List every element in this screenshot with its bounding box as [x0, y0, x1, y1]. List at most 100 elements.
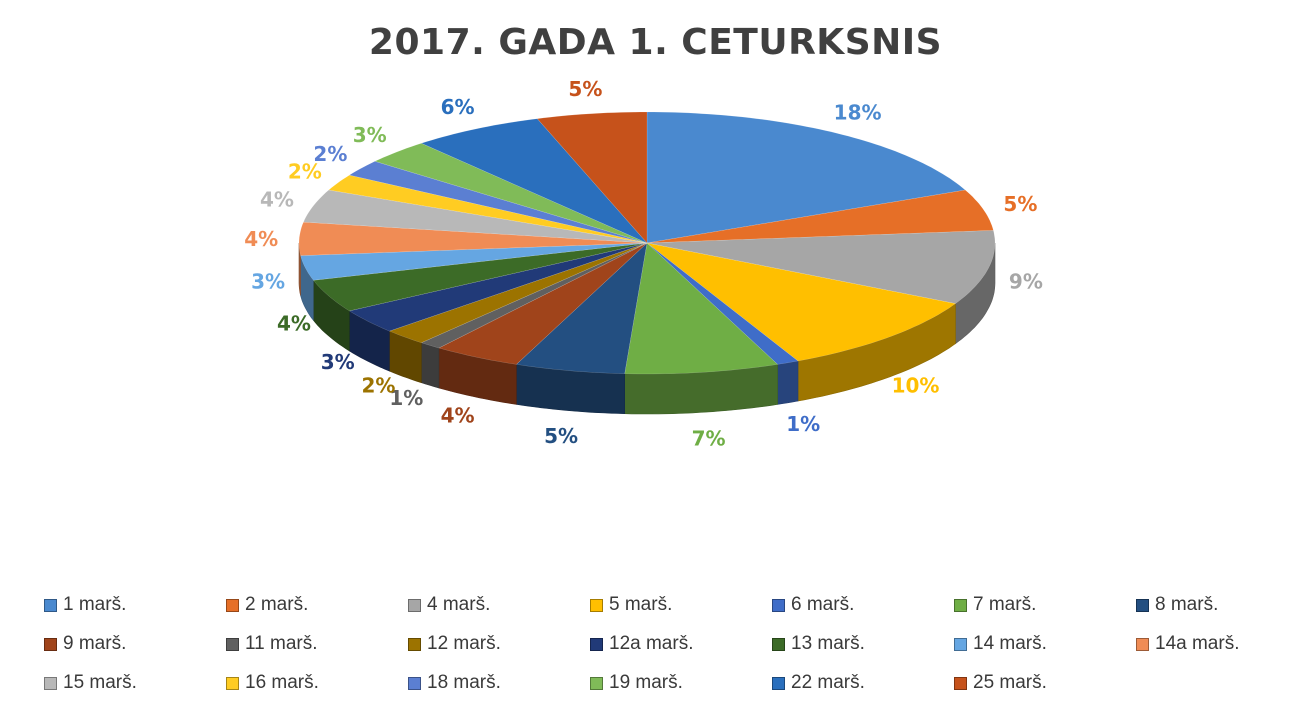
legend-label: 12a marš. [609, 633, 694, 654]
legend-swatch [44, 676, 57, 690]
legend-item: 15 marš. [44, 672, 137, 694]
legend-item: 11 marš. [226, 633, 318, 655]
pie-label-18-mar: 2% [313, 142, 347, 166]
legend-swatch [226, 637, 239, 651]
legend-label: 7 marš. [973, 594, 1037, 615]
pie-slice-2-mar [646, 189, 994, 244]
legend-item: 6 marš. [772, 594, 854, 616]
legend-item: 5 marš. [590, 594, 672, 616]
legend-item: 9 marš. [44, 633, 126, 655]
legend-label: 19 marš. [609, 672, 683, 693]
pie-slice-14a-mar [298, 221, 648, 256]
legend-item: 18 marš. [408, 672, 501, 694]
legend-swatch [226, 598, 239, 612]
pie-label-13-mar: 4% [277, 312, 311, 336]
legend-label: 5 marš. [609, 594, 673, 615]
legend-swatch [590, 637, 603, 651]
pie-label-14-mar: 3% [251, 270, 285, 294]
pie-label-6-mar: 1% [786, 412, 820, 436]
pie-slice-14-mar [300, 242, 648, 281]
legend-swatch [954, 598, 967, 612]
legend-label: 22 marš. [791, 672, 865, 693]
legend-label: 9 marš. [63, 633, 127, 654]
legend-item: 12 marš. [408, 633, 501, 655]
legend-swatch [44, 637, 57, 651]
legend-swatch [772, 637, 785, 651]
legend-swatch [954, 637, 967, 651]
pie-label-14a-mar: 4% [244, 227, 278, 251]
legend-swatch [408, 598, 421, 612]
legend-label: 14 marš. [973, 633, 1047, 654]
legend-label: 14a marš. [1155, 633, 1240, 654]
legend-item: 19 marš. [590, 672, 683, 694]
pie-slice-1-mar [646, 111, 966, 244]
pie-slice-16-mar [328, 174, 648, 244]
legend-item: 16 marš. [226, 672, 319, 694]
legend-swatch [226, 676, 239, 690]
pie-chart: 18%5%9%10%1%7%5%4%1%2%3%4%3%4%4%2%2%3%6%… [244, 77, 1043, 451]
pie-slice-13-mar [312, 242, 648, 312]
legend-swatch [590, 676, 603, 690]
legend-label: 13 marš. [791, 633, 865, 654]
legend-label: 1 marš. [63, 594, 127, 615]
pie-label-4-mar: 9% [1009, 270, 1043, 294]
legend-swatch [1136, 598, 1149, 612]
pie-slice-19-mar [374, 143, 648, 244]
pie-label-1-mar: 18% [834, 100, 882, 124]
legend-swatch [1136, 637, 1149, 651]
legend-swatch [772, 676, 785, 690]
pie-label-5-mar: 10% [892, 374, 940, 398]
pie-slice-25-mar [536, 111, 648, 244]
pie-slice-12-mar [388, 242, 648, 343]
legend-item: 25 marš. [954, 672, 1047, 694]
pie-label-9-mar: 4% [441, 404, 475, 428]
pie-slice-9-mar [438, 242, 648, 365]
legend-swatch [772, 598, 785, 612]
legend-swatch [408, 676, 421, 690]
legend-item: 14a marš. [1136, 633, 1239, 655]
legend-item: 12a marš. [590, 633, 693, 655]
legend-item: 7 marš. [954, 594, 1036, 616]
pie-label-15-mar: 4% [260, 187, 294, 211]
legend-swatch [408, 637, 421, 651]
legend-label: 4 marš. [427, 594, 491, 615]
legend-label: 8 marš. [1155, 594, 1219, 615]
legend-label: 11 marš. [245, 633, 318, 654]
pie-label-12a-mar: 3% [321, 350, 355, 374]
legend-label: 6 marš. [791, 594, 855, 615]
pie-label-8-mar: 5% [544, 424, 578, 448]
pie-side-6-mar [777, 360, 799, 405]
legend-swatch [590, 598, 603, 612]
legend-item: 4 marš. [408, 594, 490, 616]
legend-item: 14 marš. [954, 633, 1047, 655]
pie-label-12-mar: 2% [362, 374, 396, 398]
pie-side-11-mar [421, 342, 440, 389]
pie-slice-8-mar [515, 242, 648, 374]
pie-label-19-mar: 3% [353, 123, 387, 147]
pie-label-11-mar: 1% [389, 386, 423, 410]
pie-label-7-mar: 7% [692, 427, 726, 451]
chart-title: 2017. GADA 1. CETURKSNIS [368, 22, 943, 63]
legend-label: 16 marš. [245, 672, 319, 693]
pie-slice-4-mar [646, 230, 996, 304]
pie-label-2-mar: 5% [1003, 192, 1037, 216]
legend-item: 22 marš. [772, 672, 865, 694]
pie-label-22-mar: 6% [441, 95, 475, 119]
legend-item: 1 marš. [44, 594, 126, 616]
legend-label: 18 marš. [427, 672, 501, 693]
legend-item: 13 marš. [772, 633, 865, 655]
legend-label: 15 marš. [63, 672, 137, 693]
pie-slice-5-mar [646, 242, 957, 362]
pie-slice-18-mar [348, 161, 648, 244]
legend-swatch [954, 676, 967, 690]
pie-label-16-mar: 2% [288, 159, 322, 183]
legend-item: 2 marš. [226, 594, 308, 616]
legend-label: 2 marš. [245, 594, 309, 615]
pie-label-25-mar: 5% [568, 77, 602, 101]
legend-item: 8 marš. [1136, 594, 1218, 616]
pie-slice-12a-mar [348, 242, 648, 332]
legend-label: 12 marš. [427, 633, 501, 654]
legend-swatch [44, 598, 57, 612]
pie-slice-7-mar [624, 242, 779, 375]
pie-slice-22-mar [420, 118, 648, 244]
